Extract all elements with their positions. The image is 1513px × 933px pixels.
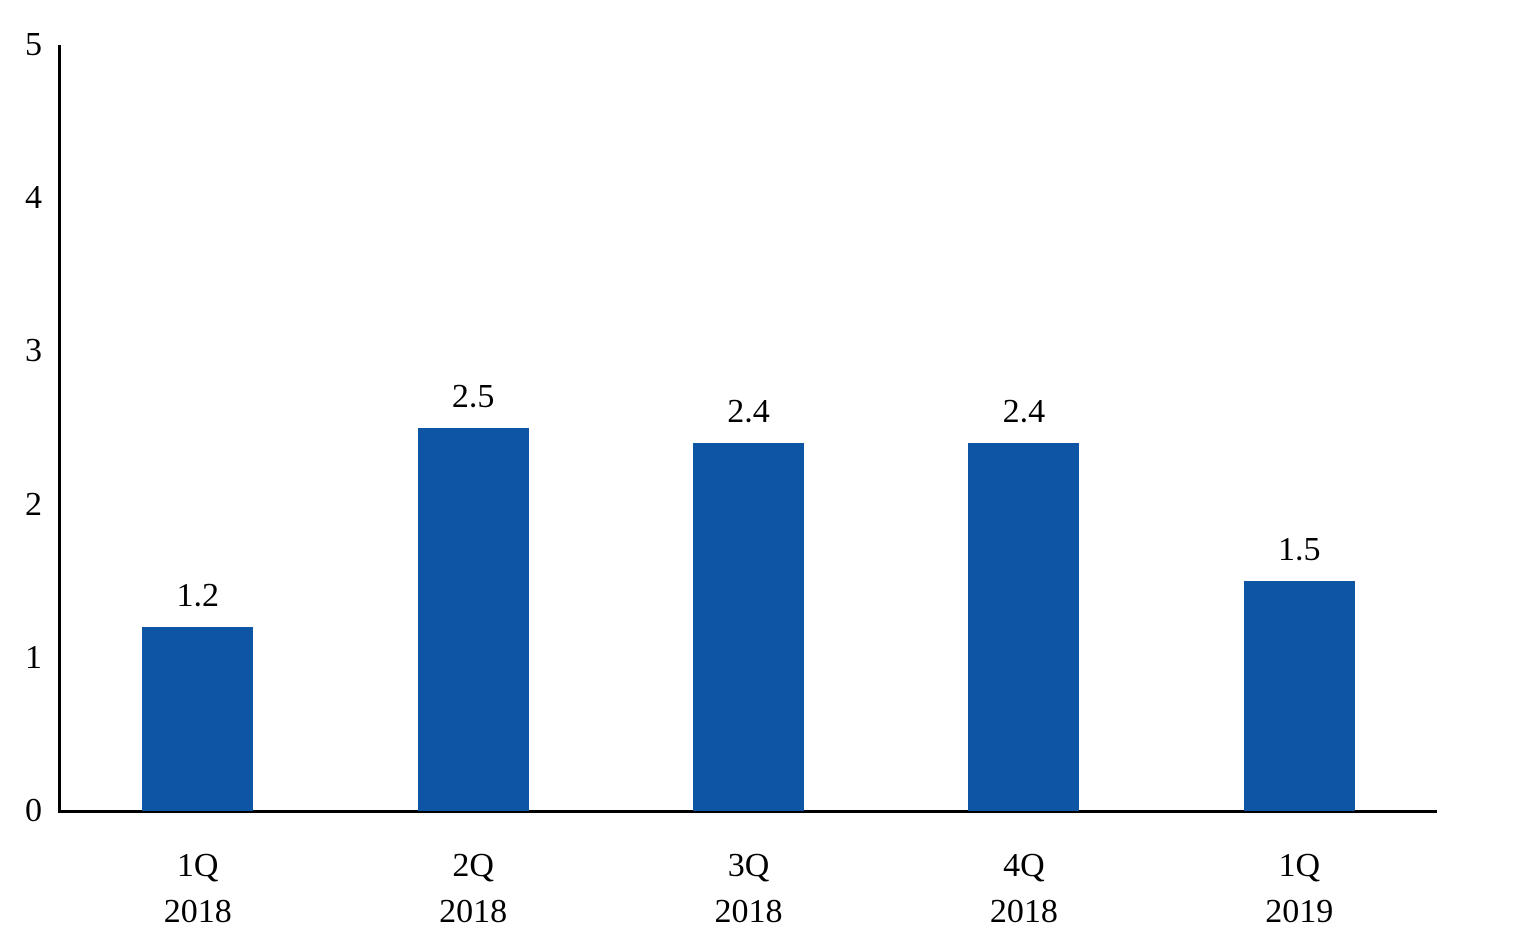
x-category-label: 1Q 2019 bbox=[1265, 847, 1334, 930]
bar bbox=[968, 443, 1080, 811]
x-axis bbox=[58, 810, 1437, 813]
bar-value-label: 1.2 bbox=[176, 577, 219, 615]
bar bbox=[417, 428, 529, 811]
bar-value-label: 2.4 bbox=[1002, 393, 1046, 431]
y-axis bbox=[58, 45, 61, 813]
bar bbox=[1243, 581, 1355, 811]
x-category-label: 4Q 2018 bbox=[989, 847, 1058, 930]
bar-value-label: 2.5 bbox=[451, 378, 495, 415]
y-tick-label: 0 bbox=[25, 792, 42, 829]
y-tick-label: 3 bbox=[25, 332, 42, 370]
bar-value-label: 2.4 bbox=[727, 393, 770, 431]
bar-value-label: 1.5 bbox=[1278, 531, 1321, 569]
x-category-label: 1Q 2018 bbox=[163, 847, 232, 930]
y-tick-label: 4 bbox=[25, 179, 42, 217]
bar bbox=[142, 627, 254, 811]
y-tick-label: 5 bbox=[25, 26, 42, 63]
x-category-label: 3Q 2018 bbox=[714, 847, 783, 930]
y-tick-label: 2 bbox=[25, 485, 42, 523]
x-category-label: 2Q 2018 bbox=[439, 847, 508, 930]
y-tick-label: 1 bbox=[25, 638, 42, 676]
bar bbox=[693, 443, 804, 811]
